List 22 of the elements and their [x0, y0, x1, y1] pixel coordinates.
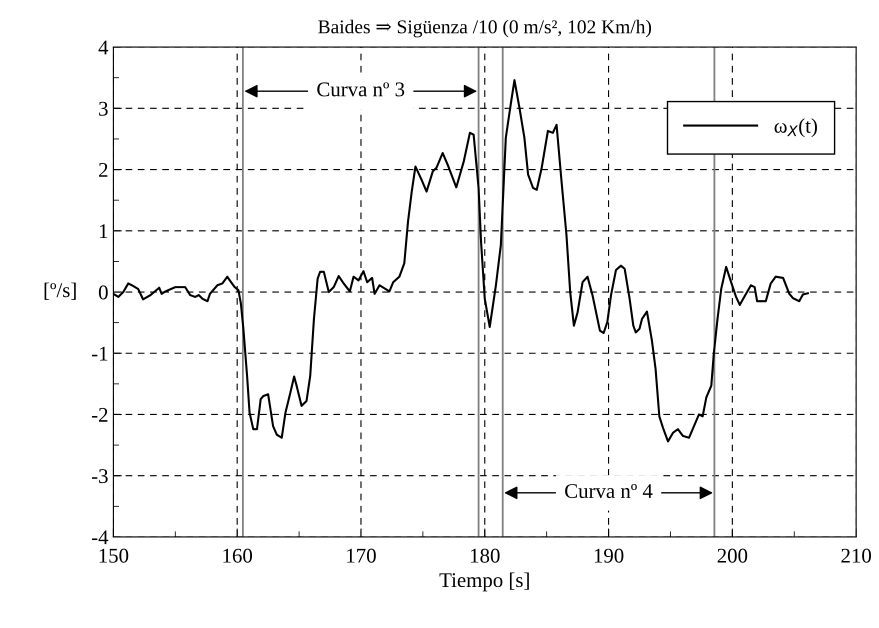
y-tick-label: 1 [100, 224, 108, 238]
y-tick-label: -2 [92, 408, 108, 422]
y-tick-label: 2 [99, 162, 108, 177]
y-tick-label: 0 [98, 285, 108, 300]
y-tick-label: -3 [92, 469, 108, 484]
x-tick-label: 180 [470, 548, 500, 563]
x-tick-label: 210 [841, 548, 871, 563]
x-tick-label: 170 [347, 548, 376, 563]
x-tick-label: 190 [594, 548, 624, 563]
chart-title: Baides ⇒ Sigüenza /10 (0 m/s², 102 Km/h) [318, 20, 652, 38]
x-axis-title: Tiempo [s] [440, 572, 529, 592]
y-tick-label: 3 [99, 102, 108, 116]
y-axis-title: [º/s] [44, 282, 76, 300]
x-tick-label: 160 [223, 548, 252, 563]
x-tick-label: 200 [718, 548, 748, 563]
y-tick-label: -4 [92, 530, 108, 544]
y-tick-label: -1 [92, 346, 108, 360]
annotation: Curva nº 3 [317, 82, 404, 96]
annotation: Curva nº 4 [565, 484, 653, 498]
x-tick-label: 150 [100, 548, 128, 563]
legend-label: ω$_{X}$(t) [774, 118, 817, 138]
y-tick-label: 4 [98, 40, 108, 54]
